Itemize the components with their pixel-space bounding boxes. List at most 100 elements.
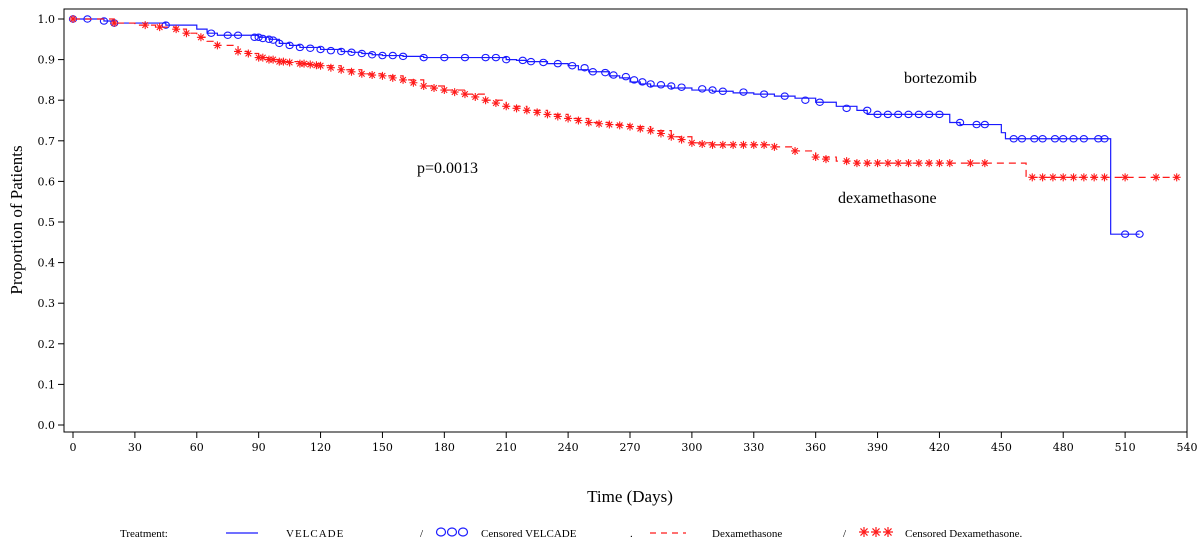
censor-marker-dexamethasone [760, 140, 769, 149]
series-velcade [68, 15, 1144, 238]
x-tick-label: 240 [558, 441, 579, 454]
y-tick-label: 0.7 [38, 135, 56, 148]
plot-frame [63, 8, 1188, 433]
censor-marker-dexamethasone [213, 41, 222, 50]
censor-marker-dexamethasone [337, 65, 346, 74]
censor-marker-dexamethasone [182, 29, 191, 38]
censor-marker-velcade [378, 51, 387, 60]
censor-marker-velcade [1038, 135, 1047, 143]
y-axis-title: Proportion of Patients [7, 145, 26, 294]
censor-marker-velcade [904, 110, 913, 119]
censor-marker-velcade [935, 110, 944, 119]
censor-marker-dexamethasone [718, 140, 727, 149]
censor-marker-dexamethasone [615, 121, 624, 130]
censor-marker-dexamethasone [110, 19, 119, 28]
legend-star [859, 527, 869, 537]
censor-marker-velcade [491, 53, 501, 62]
censor-marker-dexamethasone [502, 102, 511, 111]
censor-marker-dexamethasone [883, 159, 892, 168]
y-tick-label: 1.0 [38, 13, 56, 26]
x-tick-label: 120 [310, 441, 331, 454]
censor-marker-dexamethasone [1100, 173, 1109, 182]
censor-marker-dexamethasone [368, 71, 377, 80]
censor-marker-velcade [264, 35, 274, 44]
censor-marker-velcade [207, 29, 216, 37]
legend-star [883, 527, 893, 537]
x-tick-label: 510 [1115, 441, 1136, 454]
x-tick-label: 300 [681, 441, 702, 454]
censor-marker-dexamethasone [935, 159, 944, 168]
censor-marker-velcade [1135, 230, 1144, 238]
censor-marker-velcade [815, 98, 824, 106]
censor-marker-dexamethasone [811, 153, 820, 162]
censor-marker-dexamethasone [279, 57, 288, 66]
censor-marker-dexamethasone [656, 129, 665, 138]
y-tick-label: 0.2 [38, 338, 56, 351]
censor-marker-dexamethasone [450, 88, 459, 97]
y-tick-label: 0.3 [38, 297, 56, 310]
censor-marker-dexamethasone [894, 159, 903, 168]
x-tick-label: 150 [372, 441, 393, 454]
censor-marker-dexamethasone [196, 33, 205, 42]
censor-marker-velcade [357, 49, 366, 58]
censor-marker-dexamethasone [966, 159, 975, 168]
censor-marker-dexamethasone [522, 106, 531, 115]
censor-marker-velcade [1030, 135, 1039, 143]
censor-marker-velcade [99, 17, 109, 25]
censor-marker-velcade [223, 31, 232, 39]
x-tick-label: 0 [70, 441, 77, 454]
censor-marker-velcade [254, 33, 263, 42]
censor-marker-velcade [388, 51, 397, 60]
censor-marker-velcade [801, 96, 810, 104]
censor-marker-velcade [873, 110, 882, 119]
censor-marker-velcade [440, 53, 449, 62]
censor-marker-dexamethasone [1048, 173, 1057, 182]
censor-marker-dexamethasone [491, 99, 500, 108]
annotation-dexamethasone: dexamethasone [838, 190, 937, 207]
censor-marker-velcade [1069, 135, 1078, 143]
censor-marker-dexamethasone [172, 25, 181, 34]
censor-marker-dexamethasone [388, 73, 397, 82]
censor-marker-dexamethasone [460, 90, 469, 99]
censor-marker-dexamethasone [543, 110, 552, 119]
legend-separator-1: / [420, 528, 424, 540]
censor-marker-velcade [708, 86, 717, 94]
censor-marker-dexamethasone [863, 159, 872, 168]
censor-marker-velcade [568, 61, 577, 70]
censor-marker-dexamethasone [1028, 173, 1037, 182]
censor-marker-dexamethasone [285, 58, 294, 67]
x-tick-label: 420 [929, 441, 950, 454]
censor-marker-velcade [955, 118, 965, 127]
y-tick-label: 0.9 [38, 54, 56, 67]
y-tick-label: 0.6 [38, 175, 56, 188]
censor-marker-velcade [233, 31, 243, 39]
censor-marker-dexamethasone [378, 71, 387, 80]
censor-marker-dexamethasone [687, 138, 696, 147]
censor-marker-velcade [1059, 135, 1068, 143]
censor-marker-dexamethasone [677, 135, 686, 144]
censor-marker-velcade [398, 52, 408, 61]
censor-marker-velcade [629, 76, 639, 84]
legend-velcade-label: VELCADE [286, 528, 344, 540]
censor-marker-velcade [667, 82, 676, 90]
legend-star [871, 527, 881, 537]
censor-marker-dexamethasone [264, 55, 273, 64]
censor-marker-velcade [268, 36, 278, 44]
censor-marker-dexamethasone [945, 159, 954, 168]
censor-marker-dexamethasone [980, 159, 989, 168]
censor-marker-dexamethasone [739, 140, 748, 149]
censor-marker-dexamethasone [69, 15, 77, 23]
censor-marker-dexamethasone [553, 112, 562, 121]
censor-marker-velcade [1079, 135, 1089, 143]
censor-marker-velcade [275, 39, 284, 48]
censor-marker-dexamethasone [300, 59, 309, 68]
censor-marker-dexamethasone [842, 157, 851, 166]
censor-marker-velcade [698, 85, 707, 93]
legend-title: Treatment: [120, 528, 168, 540]
y-tick-label: 0.4 [38, 257, 56, 270]
censor-marker-dexamethasone [873, 159, 882, 168]
censor-marker-velcade [646, 80, 655, 88]
censor-marker-dexamethasone [254, 53, 263, 62]
censor-marker-velcade [1017, 135, 1027, 143]
censor-marker-dexamethasone [574, 116, 583, 125]
